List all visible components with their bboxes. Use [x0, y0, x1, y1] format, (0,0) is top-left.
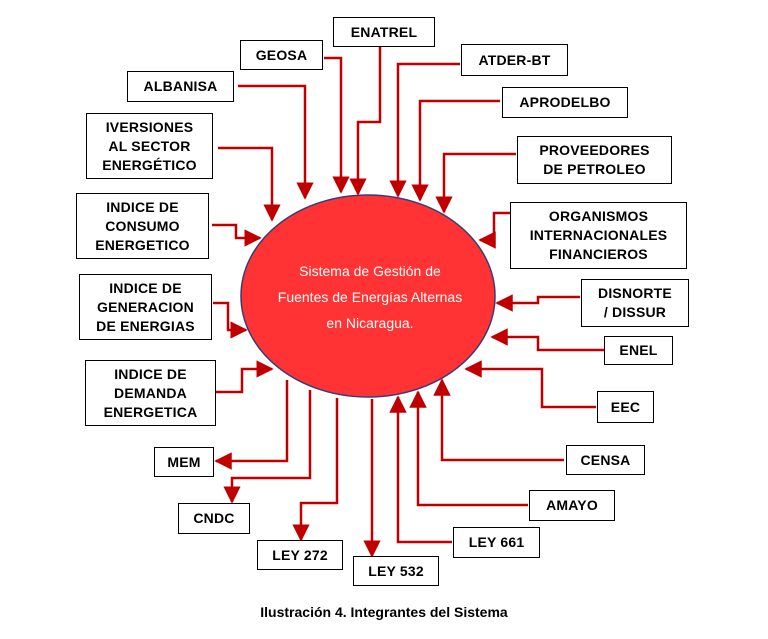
connector-inversiones: [218, 146, 281, 222]
node-cndc: CNDC: [178, 503, 250, 534]
node-geosa: GEOSA: [240, 40, 323, 70]
connector-mem: [214, 380, 289, 470]
node-eec: EEC: [597, 391, 654, 423]
node-ley661: LEY 661: [453, 527, 540, 558]
connector-enel: [490, 328, 604, 352]
connector-disnorte: [495, 294, 580, 312]
node-indice-generacion: INDICE DE GENERACION DE ENERGIAS: [79, 274, 212, 340]
node-atder-bt: ATDER-BT: [461, 44, 568, 76]
node-indice-demanda: INDICE DE DEMANDA ENERGETICA: [85, 360, 216, 426]
node-mem: MEM: [154, 447, 214, 477]
connector-censa: [433, 378, 564, 462]
node-ley272: LEY 272: [257, 540, 343, 570]
connector-geosa: [324, 56, 350, 194]
node-enel: ENEL: [604, 336, 673, 365]
center-ellipse: [240, 194, 496, 398]
node-aprodelbo: APRODELBO: [502, 87, 628, 118]
connector-enatrel: [349, 46, 382, 196]
connector-indice-demanda: [216, 360, 274, 394]
node-organismos: ORGANISMOS INTERNACIONALES FINANCIEROS: [510, 202, 687, 269]
connector-atder-bt: [389, 62, 460, 198]
connector-proveedores: [435, 152, 516, 214]
connector-indice-generacion: [213, 301, 248, 339]
node-albanisa: ALBANISA: [127, 71, 234, 102]
connector-organismos: [478, 211, 510, 249]
node-enatrel: ENATREL: [333, 17, 435, 47]
node-amayo: AMAYO: [529, 490, 615, 521]
connector-aprodelbo: [411, 99, 500, 202]
node-disnorte: DISNORTE / DISSUR: [581, 279, 689, 327]
connector-cndc: [223, 390, 312, 504]
connector-eec: [464, 360, 596, 409]
center-label: Sistema de Gestión de Fuentes de Energía…: [277, 263, 463, 331]
node-indice-consumo: INDICE DE CONSUMO ENERGETICO: [76, 193, 209, 259]
node-inversiones: IVERSIONES AL SECTOR ENERGÉTICO: [86, 113, 213, 179]
node-censa: CENSA: [566, 445, 645, 475]
connector-amayo: [409, 390, 528, 507]
connector-albanisa: [238, 84, 314, 200]
connector-indice-consumo: [212, 223, 262, 247]
connector-ley661: [389, 395, 452, 544]
connector-ley272: [292, 398, 339, 542]
node-ley532: LEY 532: [353, 556, 439, 586]
figure-caption: Ilustración 4. Integrantes del Sistema: [260, 604, 508, 620]
node-proveedores: PROVEEDORES DE PETROLEO: [517, 136, 672, 184]
